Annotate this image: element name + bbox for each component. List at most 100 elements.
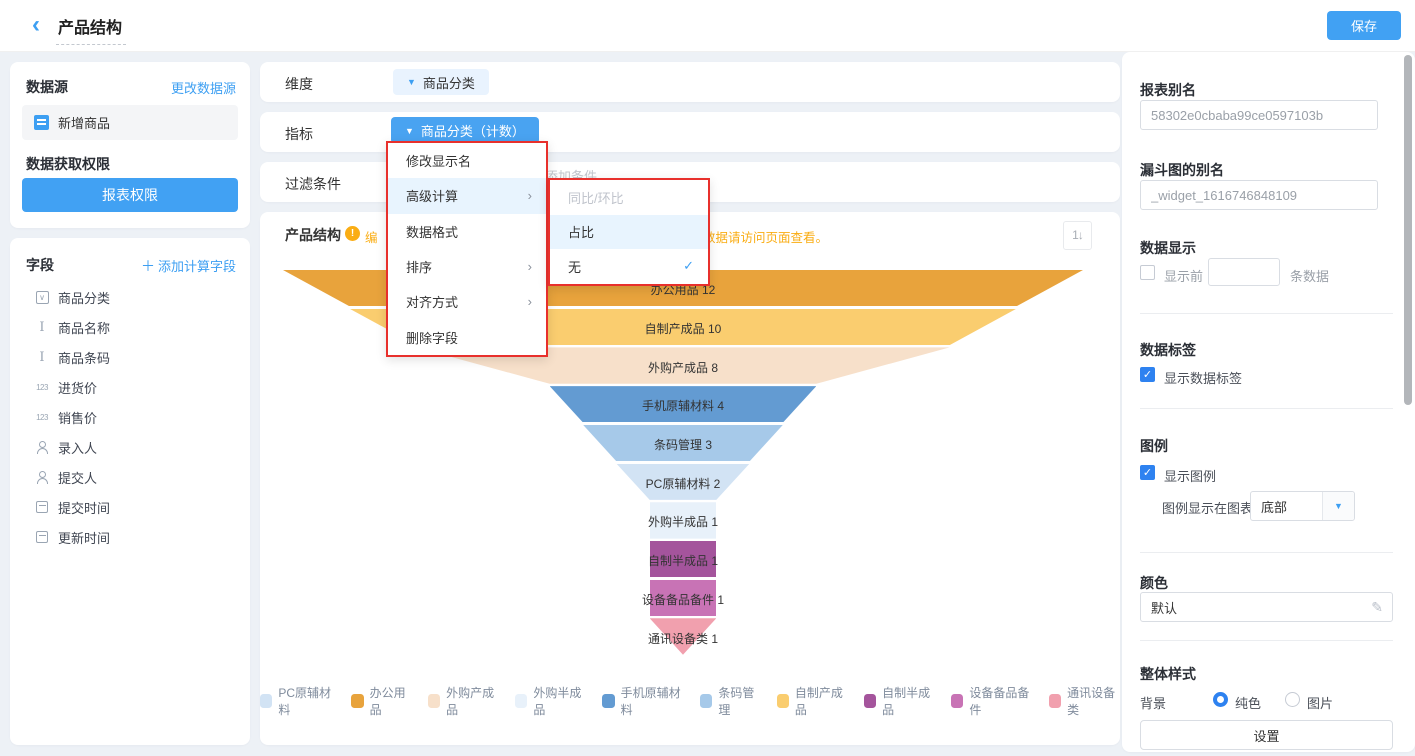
submenu-item[interactable]: 占比 bbox=[550, 214, 708, 250]
edit-pencil-icon[interactable]: ✎ bbox=[1371, 598, 1383, 615]
person-field-icon bbox=[34, 440, 50, 454]
legend-position-select[interactable]: 底部 ▼ bbox=[1250, 491, 1355, 521]
change-datasource-link[interactable]: 更改数据源 bbox=[170, 81, 236, 96]
legend-item[interactable]: 办公用品 bbox=[351, 684, 412, 718]
divider bbox=[1140, 552, 1393, 553]
legend-swatch bbox=[602, 694, 615, 708]
datasource-item[interactable]: 新增商品 bbox=[22, 105, 238, 140]
show-legend-checkbox[interactable] bbox=[1140, 465, 1155, 480]
field-item[interactable]: 更新时间 bbox=[10, 522, 250, 552]
legend-item[interactable]: 设备备品备件 bbox=[950, 684, 1033, 718]
field-item[interactable]: 123 销售价 bbox=[10, 402, 250, 432]
field-item[interactable]: 提交人 bbox=[10, 462, 250, 492]
warning-text-fragment-left: 编 bbox=[365, 231, 378, 245]
metric-label: 指标 bbox=[285, 126, 313, 142]
report-alias-heading: 报表别名 bbox=[1140, 82, 1196, 98]
image-radio[interactable] bbox=[1285, 692, 1300, 707]
report-permission-button[interactable]: 报表权限 bbox=[22, 178, 238, 212]
legend-item[interactable]: 条码管理 bbox=[700, 684, 761, 718]
settings-panel: 报表别名 漏斗图的别名 数据显示 显示前 条数据 数据标签 显示数据标签 图例 … bbox=[1122, 52, 1415, 752]
widget-alias-heading: 漏斗图的别名 bbox=[1140, 162, 1224, 178]
field-item[interactable]: I 商品条码 bbox=[10, 342, 250, 372]
show-data-label-checkbox[interactable] bbox=[1140, 367, 1155, 382]
funnel-slice[interactable] bbox=[649, 579, 716, 616]
field-item[interactable]: 商品分类 bbox=[10, 282, 250, 312]
dimension-row: 维度 ▼ 商品分类 bbox=[260, 62, 1120, 102]
funnel-slice[interactable] bbox=[549, 386, 816, 423]
page-title[interactable]: 产品结构 bbox=[56, 14, 127, 45]
legend-swatch bbox=[863, 694, 877, 708]
legend-item[interactable]: 手机原辅材料 bbox=[602, 684, 684, 718]
widget-alias-input[interactable] bbox=[1140, 180, 1378, 210]
legend-item[interactable]: PC原辅材料 bbox=[260, 684, 335, 718]
funnel-slice[interactable] bbox=[649, 540, 716, 578]
field-label: 更新时间 bbox=[58, 530, 111, 546]
submenu-item[interactable]: 同比/环比 bbox=[550, 180, 708, 215]
funnel-slice[interactable] bbox=[583, 424, 783, 462]
number-field-icon: 123 bbox=[34, 383, 50, 392]
show-legend-text: 显示图例 bbox=[1164, 469, 1217, 484]
warning-text-fragment-right: 数据请访问页面查看。 bbox=[703, 231, 829, 245]
field-context-menu: 修改显示名 高级计算 › 数据格式 排序 › 对齐方式 › 删除字段 bbox=[386, 141, 548, 357]
datasource-card: 数据源 更改数据源 新增商品 数据获取权限 报表权限 bbox=[10, 62, 250, 228]
text-field-icon: I bbox=[34, 350, 50, 365]
person-icon-glyph bbox=[36, 470, 48, 484]
field-item[interactable]: I 商品名称 bbox=[10, 312, 250, 342]
form-doc-icon bbox=[34, 115, 49, 130]
datasource-item-label: 新增商品 bbox=[58, 116, 111, 131]
chevron-right-icon: › bbox=[527, 188, 532, 204]
number-field-icon: 123 bbox=[34, 413, 50, 422]
field-label: 进货价 bbox=[58, 380, 98, 396]
top-n-input[interactable] bbox=[1208, 258, 1280, 286]
legend-item[interactable]: 通讯设备类 bbox=[1048, 684, 1120, 718]
legend-item[interactable]: 外购半成品 bbox=[515, 684, 586, 718]
warning-icon: ! bbox=[345, 226, 360, 241]
show-data-label-text: 显示数据标签 bbox=[1164, 371, 1243, 386]
plus-icon: ＋ bbox=[140, 258, 155, 274]
legend-swatch bbox=[950, 694, 964, 708]
field-label: 提交人 bbox=[58, 470, 98, 486]
menu-item[interactable]: 修改显示名 bbox=[388, 143, 546, 179]
submenu-item[interactable]: 无 ✓ bbox=[550, 249, 708, 284]
menu-item[interactable]: 高级计算 › bbox=[388, 178, 546, 214]
color-picker-box[interactable]: 默认 ✎ bbox=[1140, 592, 1393, 622]
divider bbox=[1140, 640, 1393, 641]
menu-item[interactable]: 排序 › bbox=[388, 248, 546, 285]
dimension-pill[interactable]: ▼ 商品分类 bbox=[393, 69, 489, 95]
field-item[interactable]: 录入人 bbox=[10, 432, 250, 462]
funnel-slice[interactable] bbox=[649, 618, 716, 655]
legend-label: 自制半成品 bbox=[882, 686, 931, 717]
legend-label: 设备备品备件 bbox=[969, 686, 1030, 717]
funnel-slice[interactable] bbox=[649, 502, 716, 539]
funnel-slice[interactable] bbox=[616, 463, 750, 500]
add-calc-field-link[interactable]: ＋添加计算字段 bbox=[140, 258, 236, 274]
sort-icon[interactable]: 1↓ bbox=[1063, 221, 1092, 250]
fields-card: 字段 ＋添加计算字段 商品分类 I 商品名称 I 商品条码 123 进货价 123 销售价录入人… bbox=[10, 238, 250, 745]
menu-item[interactable]: 对齐方式 › bbox=[388, 284, 546, 320]
legend-item[interactable]: 自制产成品 bbox=[776, 684, 848, 718]
legend-label: 自制产成品 bbox=[794, 686, 843, 717]
report-alias-input[interactable] bbox=[1140, 100, 1378, 130]
back-icon[interactable]: ‹ bbox=[32, 11, 40, 38]
settings-button[interactable]: 设置 bbox=[1140, 720, 1393, 750]
save-button[interactable]: 保存 bbox=[1327, 11, 1401, 40]
field-label: 录入人 bbox=[58, 440, 98, 456]
menu-item[interactable]: 数据格式 bbox=[388, 213, 546, 249]
field-item[interactable]: 提交时间 bbox=[10, 492, 250, 522]
metric-pill[interactable]: ▼ 商品分类（计数） bbox=[391, 117, 539, 144]
chevron-down-icon[interactable]: ▼ bbox=[1322, 492, 1354, 520]
legend-item[interactable]: 自制半成品 bbox=[863, 684, 935, 718]
text-icon-glyph: I bbox=[39, 319, 45, 335]
menu-item[interactable]: 删除字段 bbox=[388, 319, 546, 355]
solid-color-radio[interactable] bbox=[1213, 692, 1228, 707]
show-top-checkbox[interactable] bbox=[1140, 265, 1155, 280]
chevron-right-icon: › bbox=[527, 259, 532, 275]
field-label: 商品分类 bbox=[58, 290, 111, 306]
field-label: 商品条码 bbox=[58, 350, 111, 366]
legend-item[interactable]: 外购产成品 bbox=[427, 684, 499, 718]
panel-scrollbar[interactable] bbox=[1404, 55, 1412, 405]
rows-suffix-label: 条数据 bbox=[1290, 269, 1330, 284]
field-item[interactable]: 123 进货价 bbox=[10, 372, 250, 402]
legend-position-value: 底部 bbox=[1261, 499, 1288, 515]
